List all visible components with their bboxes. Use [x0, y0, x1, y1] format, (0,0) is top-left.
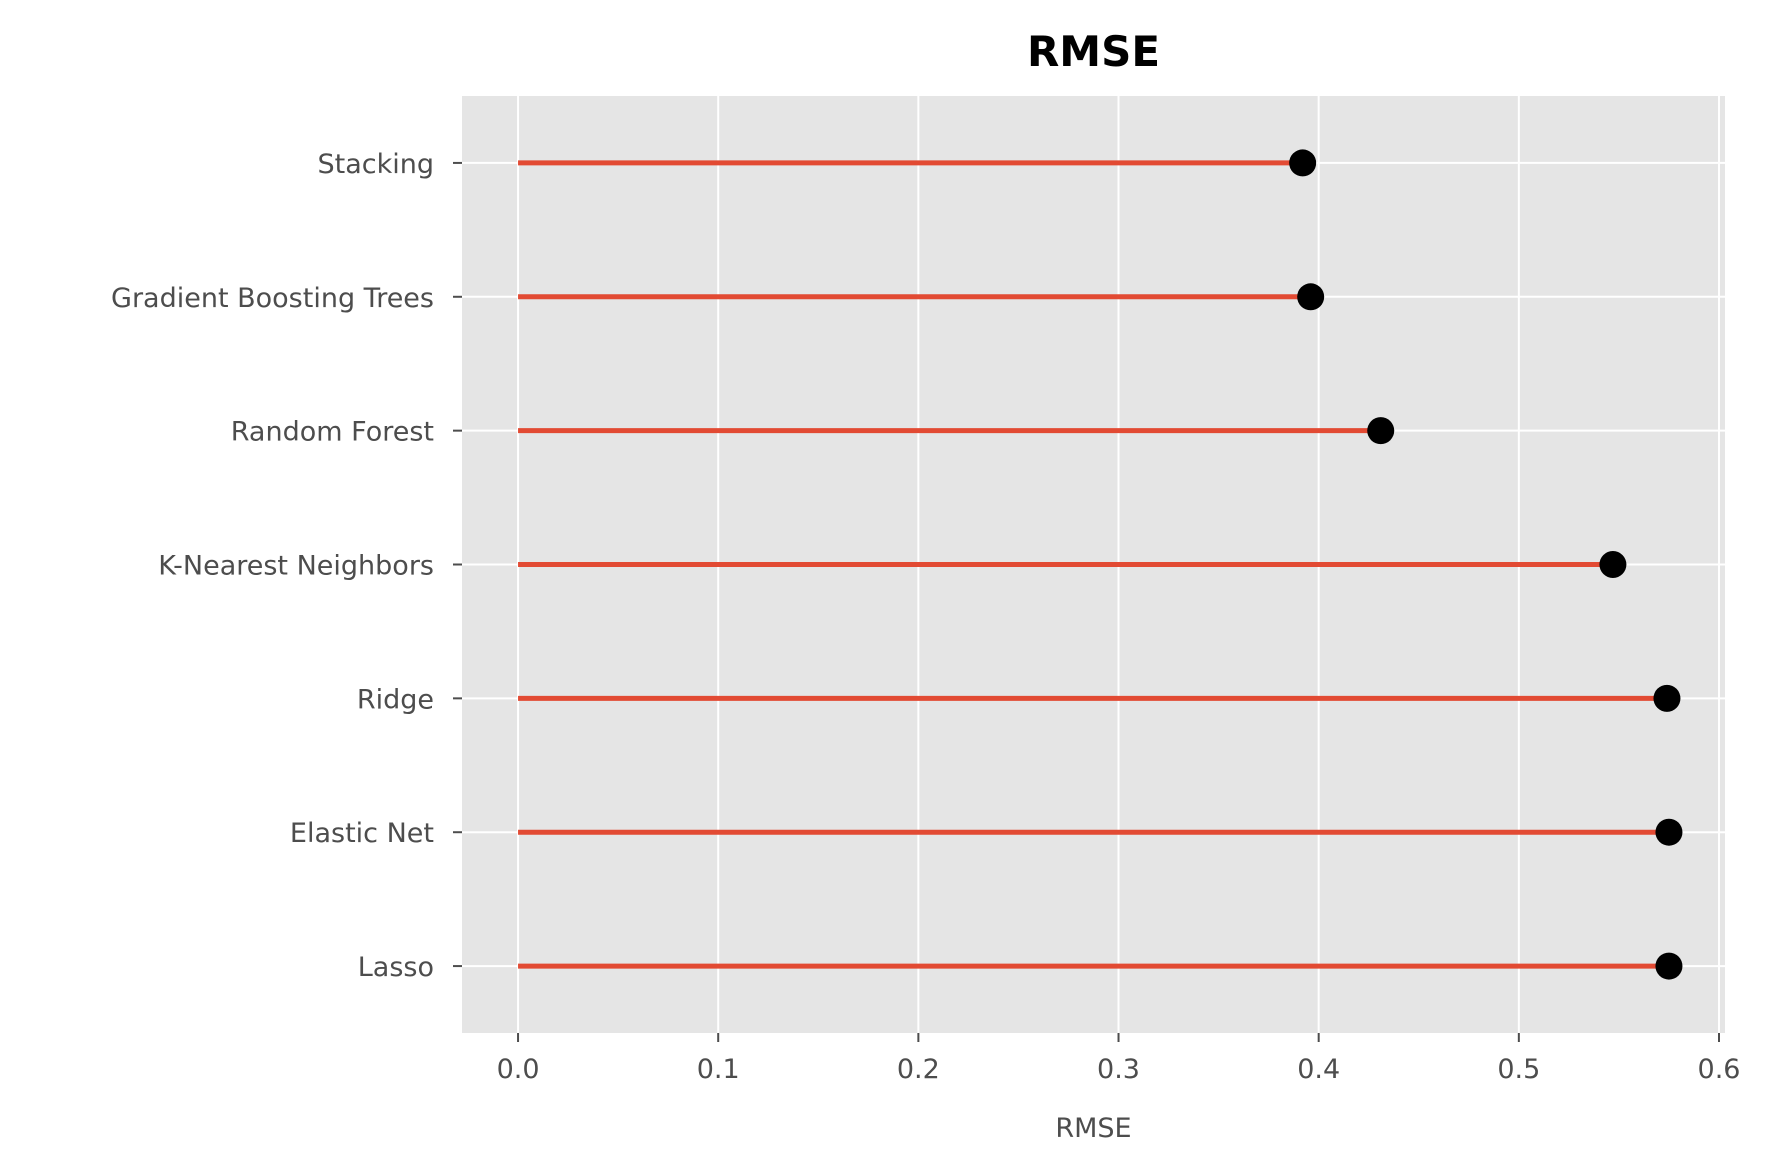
x-axis-ticks: 0.0 0.1 0.2 0.3 0.4 0.5 0.6	[497, 1033, 1741, 1085]
marker-lasso	[1655, 952, 1683, 980]
x-tick-label: 0.4	[1297, 1054, 1340, 1085]
x-axis-label: RMSE	[1055, 1113, 1131, 1144]
x-tick-label: 0.1	[697, 1054, 740, 1085]
x-tick-label: 0.2	[897, 1054, 940, 1085]
y-tick-label: Stacking	[317, 149, 434, 180]
x-tick-label: 0.6	[1698, 1054, 1741, 1085]
marker-stacking	[1289, 149, 1317, 177]
marker-random-forest	[1367, 417, 1395, 445]
x-tick-label: 0.5	[1497, 1054, 1540, 1085]
y-tick-label: K-Nearest Neighbors	[158, 551, 434, 582]
marker-k-nearest-neighbors	[1599, 551, 1627, 578]
marker-gradient-boosting-trees	[1297, 283, 1325, 311]
x-tick-label: 0.0	[497, 1054, 540, 1085]
stems	[518, 160, 1669, 969]
marker-ridge	[1653, 684, 1681, 712]
y-axis-ticks: Stacking Gradient Boosting Trees Random Fo…	[111, 149, 462, 983]
chart-title: RMSE	[1027, 27, 1160, 76]
markers	[1289, 149, 1683, 980]
y-tick-label: Gradient Boosting Trees	[111, 283, 434, 314]
marker-elastic-net	[1655, 818, 1683, 846]
y-tick-label: Lasso	[358, 952, 434, 983]
y-tick-label: Random Forest	[231, 417, 434, 448]
x-tick-label: 0.3	[1097, 1054, 1140, 1085]
y-tick-label: Ridge	[357, 684, 434, 715]
y-tick-label: Elastic Net	[290, 818, 434, 849]
